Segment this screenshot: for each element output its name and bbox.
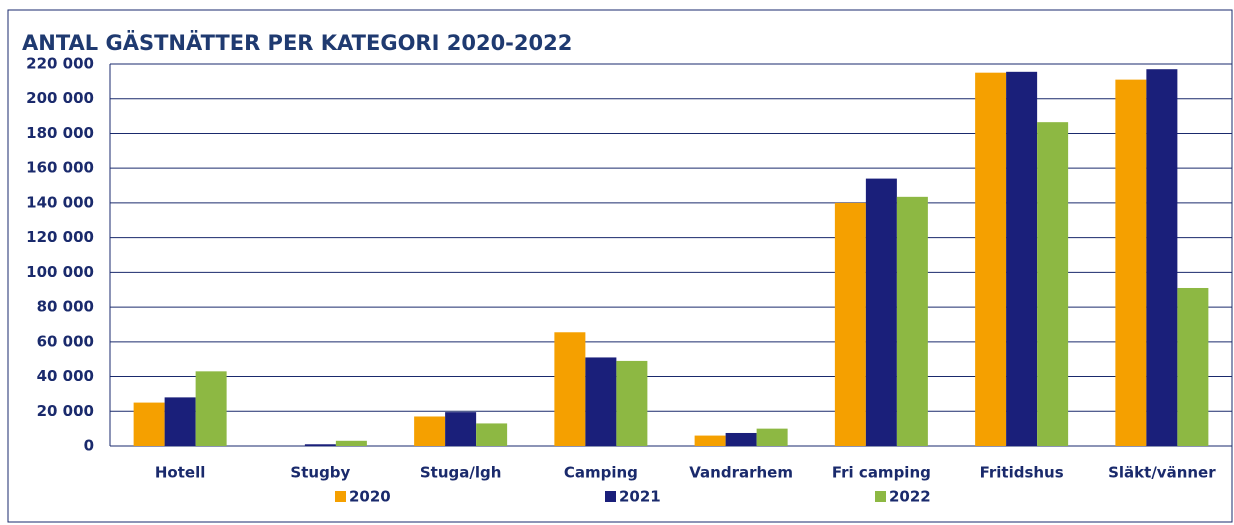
x-tick-label: Camping — [564, 464, 638, 482]
y-tick-label: 80 000 — [37, 298, 94, 316]
bar — [445, 412, 477, 446]
bar — [896, 196, 928, 446]
y-tick-label: 160 000 — [26, 159, 94, 177]
legend-label: 2020 — [349, 488, 391, 506]
x-tick-label: Hotell — [155, 464, 206, 482]
y-tick-label: 0 — [84, 437, 94, 455]
legend-swatch — [605, 491, 616, 502]
chart-title: ANTAL GÄSTNÄTTER PER KATEGORI 2020-2022 — [22, 30, 572, 55]
legend-swatch — [335, 491, 346, 502]
y-tick-label: 180 000 — [26, 124, 94, 142]
bar — [865, 178, 897, 446]
x-tick-label: Fri camping — [832, 464, 931, 482]
bar — [694, 435, 726, 446]
bar — [476, 423, 508, 446]
bar — [335, 440, 367, 446]
legend-label: 2022 — [889, 488, 931, 506]
bar — [554, 332, 586, 446]
bar — [195, 371, 227, 446]
bar — [1146, 69, 1178, 446]
x-tick-label: Fritidshus — [980, 464, 1064, 482]
y-tick-label: 140 000 — [26, 193, 94, 211]
legend-swatch — [875, 491, 886, 502]
bar — [616, 360, 648, 446]
x-tick-label: Stuga/lgh — [420, 464, 502, 482]
bar — [725, 432, 757, 446]
bar — [414, 416, 446, 446]
x-tick-label: Släkt/vänner — [1108, 464, 1216, 482]
x-tick-label: Stugby — [290, 464, 350, 482]
y-tick-label: 20 000 — [37, 402, 94, 420]
y-tick-label: 60 000 — [37, 332, 94, 350]
y-tick-label: 220 000 — [26, 55, 94, 73]
bar — [1115, 79, 1147, 447]
bar — [756, 428, 788, 446]
x-tick-label: Vandrarhem — [689, 464, 793, 482]
y-tick-label: 40 000 — [37, 367, 94, 385]
y-tick-label: 120 000 — [26, 228, 94, 246]
bar — [585, 357, 617, 446]
bar — [975, 72, 1007, 446]
bar — [304, 444, 336, 446]
legend-label: 2021 — [619, 488, 661, 506]
bar — [133, 402, 165, 446]
chart-frame — [7, 9, 1233, 523]
y-tick-label: 200 000 — [26, 89, 94, 107]
bar — [164, 397, 196, 446]
bar — [834, 202, 866, 446]
bar — [1177, 287, 1209, 446]
bar — [1037, 122, 1069, 446]
bar — [1006, 71, 1038, 447]
y-tick-label: 100 000 — [26, 263, 94, 281]
